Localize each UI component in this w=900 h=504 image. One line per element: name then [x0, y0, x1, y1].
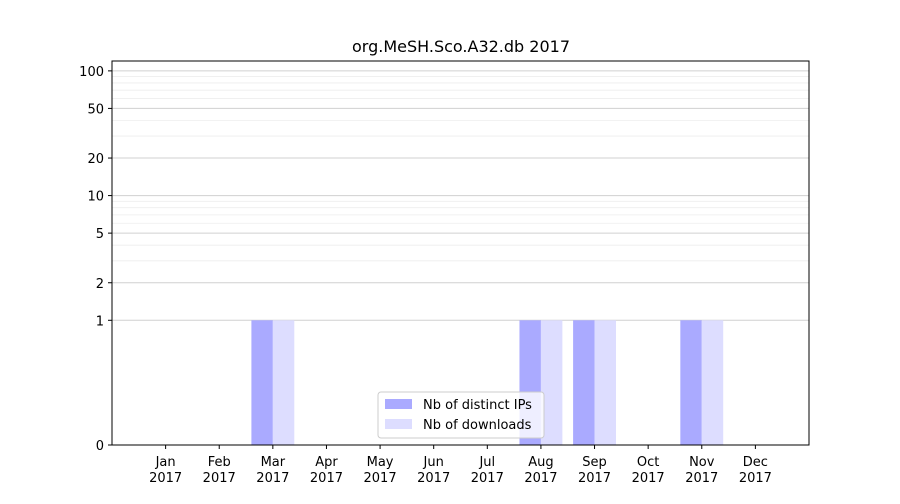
x-tick-label-month: May	[367, 455, 394, 470]
x-tick-label-year: 2017	[310, 471, 343, 486]
x-tick-label-month: Aug	[528, 455, 553, 470]
x-tick-label-year: 2017	[417, 471, 450, 486]
chart-title: org.MeSH.Sco.A32.db 2017	[352, 37, 570, 56]
legend-swatch	[385, 399, 412, 409]
x-tick-label-month: Feb	[208, 455, 231, 470]
x-tick-label-month: Jun	[423, 455, 444, 470]
plot-frame	[111, 60, 810, 446]
x-tick-label-year: 2017	[149, 471, 182, 486]
legend: Nb of distinct IPs Nb of downloads	[377, 391, 545, 439]
y-tick-label: 0	[96, 439, 104, 454]
legend-swatch	[385, 419, 412, 429]
x-tick-label-month: Oct	[637, 455, 659, 470]
y-tick-label: 10	[87, 190, 104, 205]
x-tick-label-year: 2017	[203, 471, 236, 486]
y-tick-label: 20	[87, 152, 104, 167]
bar-nb-of-downloads-sep	[594, 320, 616, 445]
x-tick-label-year: 2017	[685, 471, 718, 486]
x-tick-label-month: Nov	[689, 455, 715, 470]
legend-label: Nb of downloads	[423, 418, 532, 433]
x-tick-label-month: Apr	[315, 455, 338, 470]
x-tick-label-year: 2017	[364, 471, 397, 486]
y-tick-label: 100	[79, 65, 104, 80]
x-tick-label-year: 2017	[256, 471, 289, 486]
x-tick-label-month: Dec	[743, 455, 768, 470]
y-tick-label: 1	[96, 314, 104, 329]
legend-label: Nb of distinct IPs	[423, 398, 532, 413]
axes: 0125102050100Jan2017Feb2017Mar2017Apr201…	[79, 65, 772, 486]
bar-nb-of-distinct-ips-nov	[680, 320, 702, 445]
x-tick-label-year: 2017	[632, 471, 665, 486]
y-tick-label: 2	[96, 277, 104, 292]
legend-box	[377, 391, 545, 439]
x-tick-label-month: Mar	[261, 455, 286, 470]
x-tick-label-month: Jan	[155, 455, 176, 470]
x-tick-label-year: 2017	[578, 471, 611, 486]
bar-nb-of-downloads-mar	[272, 320, 295, 445]
x-tick-label-month: Jul	[478, 455, 495, 470]
x-tick-label-year: 2017	[524, 471, 557, 486]
y-tick-label: 50	[87, 102, 104, 117]
x-tick-label-month: Sep	[582, 455, 607, 470]
bar-nb-of-distinct-ips-mar	[251, 320, 273, 445]
x-tick-label-year: 2017	[739, 471, 772, 486]
bar-nb-of-downloads-nov	[701, 320, 724, 445]
bar-nb-of-distinct-ips-sep	[573, 320, 595, 445]
bar-nb-of-downloads-aug	[540, 320, 563, 445]
x-tick-label-year: 2017	[471, 471, 504, 486]
y-tick-label: 5	[96, 227, 104, 242]
